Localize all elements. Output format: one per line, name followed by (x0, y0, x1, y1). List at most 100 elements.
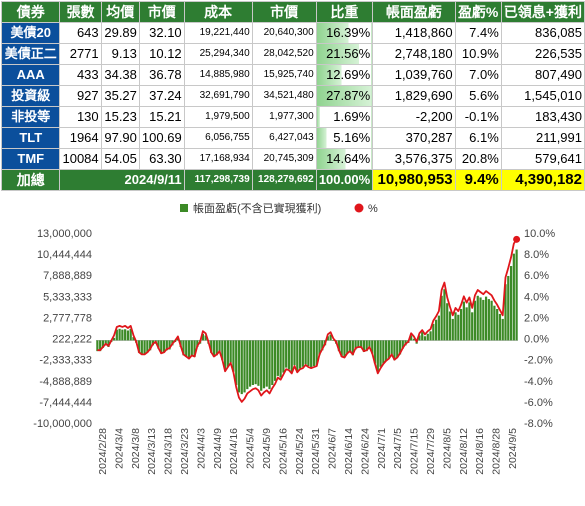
cell-qty: 927 (59, 85, 102, 107)
bar (440, 295, 443, 341)
bar (104, 340, 107, 346)
bar (448, 311, 452, 341)
cell-qty: 433 (59, 64, 102, 86)
bar (143, 340, 146, 355)
bar (257, 340, 260, 386)
bar (385, 340, 388, 362)
bar (432, 323, 435, 341)
y-right-tick-label: 0.0% (524, 334, 549, 346)
bar (146, 340, 149, 353)
bar (471, 312, 474, 341)
bond-name: 投資級 (0, 85, 61, 107)
pct-line (97, 238, 518, 403)
cell-pl: 3,576,375 (372, 148, 456, 170)
bar (226, 340, 229, 367)
x-tick-label: 2024/5/16 (277, 428, 289, 475)
bar (307, 340, 310, 366)
cell-qty: 2771 (59, 43, 102, 65)
cell-mv: 15,925,740 (251, 64, 317, 86)
bar (337, 340, 341, 352)
x-tick-label: 2024/8/5 (441, 428, 453, 469)
bar (215, 340, 218, 356)
x-tick-label: 2024/9/5 (507, 428, 519, 469)
y-left-tick-label: -2,333,333 (39, 355, 92, 367)
bar (99, 340, 102, 352)
cell-weight: 16.39% (315, 22, 374, 44)
bar (357, 340, 360, 348)
bar (165, 340, 168, 351)
header-market-value: 市價 (251, 1, 317, 23)
bar (223, 340, 227, 371)
bar (429, 331, 432, 341)
table-row: 非投等 130 15.23 15.21 1,979,500 1,977,300 1.69% -… (0, 106, 585, 128)
x-tick-label: 2024/5/24 (294, 428, 306, 475)
bar (362, 340, 366, 352)
bar (168, 340, 171, 350)
bar (512, 253, 515, 341)
bar (240, 340, 243, 395)
bar (185, 340, 188, 357)
bar (379, 340, 382, 367)
x-tick-label: 2024/6/7 (327, 428, 339, 469)
bar-series (96, 249, 518, 395)
bar (232, 340, 235, 372)
cell-cost: 14,885,980 (183, 64, 253, 86)
table-row: 投資級 927 35.27 37.24 32,691,790 34,521,480 27.8… (0, 85, 585, 107)
bar (332, 340, 335, 341)
cell-price: 32.10 (138, 22, 185, 44)
cell-plpct: 20.8% (454, 148, 502, 170)
bar (465, 307, 468, 341)
x-tick-label: 2024/3/8 (130, 428, 142, 469)
bar (318, 340, 321, 356)
table-row: 美債正二 2771 9.13 10.12 25,294,340 28,042,520 21.… (0, 43, 585, 65)
y-left-tick-label: -10,000,000 (33, 418, 92, 430)
bar (293, 340, 296, 366)
cell-cost: 1,979,500 (183, 106, 253, 128)
cell-avg: 54.05 (100, 148, 140, 170)
bar (343, 340, 346, 358)
bar (118, 328, 121, 341)
cell-avg: 15.23 (100, 106, 140, 128)
cell-price: 36.78 (138, 64, 185, 86)
bar (509, 266, 513, 341)
bar (201, 333, 204, 341)
bar (137, 340, 141, 353)
bar (221, 340, 224, 361)
bar (312, 340, 316, 366)
bar (418, 335, 421, 341)
x-tick-label: 2024/6/24 (359, 428, 371, 475)
header-income: 已領息+獲利 (500, 1, 585, 23)
total-weight: 100.00% (315, 169, 374, 191)
bar (360, 340, 363, 348)
cell-qty: 130 (59, 106, 102, 128)
bar (262, 340, 266, 389)
bar (437, 315, 440, 341)
bar (396, 340, 399, 358)
cell-mv: 6,427,043 (251, 127, 317, 149)
cell-income: 836,085 (500, 22, 585, 44)
bar (210, 340, 213, 353)
bar (140, 340, 143, 355)
cell-avg: 9.13 (100, 43, 140, 65)
bar (162, 340, 166, 353)
cell-mv: 34,521,480 (251, 85, 317, 107)
bar (187, 340, 191, 359)
bar (160, 340, 163, 354)
y-left-tick-label: 5,333,333 (43, 291, 92, 303)
legend-swatch-bar (180, 204, 188, 212)
cell-qty: 1964 (59, 127, 102, 149)
cell-pl: 1,039,760 (372, 64, 456, 86)
bar (254, 340, 257, 385)
holdings-table: 債券 張數 均價 市價 成本 市價 比重 帳面盈虧 盈虧% 已領息+獲利 美債2… (0, 1, 585, 191)
bar (426, 333, 429, 341)
cell-plpct: 10.9% (454, 43, 502, 65)
bar (301, 340, 304, 367)
bar (212, 340, 216, 357)
bar (434, 319, 438, 341)
bar (401, 340, 404, 349)
y-right-tick-label: -8.0% (524, 418, 553, 430)
bar (287, 340, 291, 370)
bond-name: TLT (0, 127, 61, 149)
bar (246, 340, 249, 390)
cell-avg: 97.90 (100, 127, 140, 149)
